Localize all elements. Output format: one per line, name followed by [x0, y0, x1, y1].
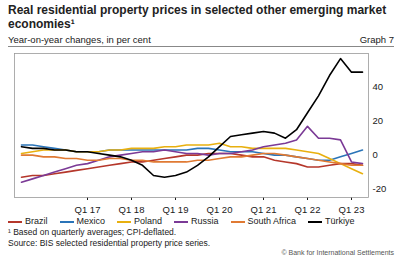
html-text:Source: BIS selected residenti: Source: BIS selected residential propert… [8, 237, 211, 248]
svg-text:Q1 18: Q1 18 [119, 204, 145, 215]
svg-text:Q1 20: Q1 20 [207, 204, 233, 215]
svg-text:20: 20 [373, 115, 384, 126]
html-text:¹ Based on quarterly averages;: ¹ Based on quarterly averages; CPI-defla… [8, 227, 177, 237]
html-text:© Bank for International Settl: © Bank for International Settlements [281, 249, 394, 256]
svg-text:40: 40 [373, 81, 384, 92]
svg-text:Q1 23: Q1 23 [339, 204, 365, 215]
svg-text:Q1 21: Q1 21 [251, 204, 277, 215]
html-text:Mexico: Mexico [76, 216, 105, 226]
html-text:Poland: Poland [134, 216, 163, 226]
svg-text:Q1 19: Q1 19 [163, 204, 189, 215]
svg-text:-20: -20 [373, 183, 387, 194]
html-text:Türkiye: Türkiye [325, 216, 355, 226]
html-text:Russia: Russia [191, 216, 219, 226]
html-text:Real residential property pric: Real residential property prices in sele… [8, 3, 387, 31]
html-text:Brazil: Brazil [25, 216, 48, 226]
svg-text:Q1 22: Q1 22 [295, 204, 321, 215]
svg-text:0: 0 [373, 149, 378, 160]
html-text:South Africa: South Africa [247, 216, 297, 226]
html-text:Graph 7: Graph 7 [359, 34, 394, 45]
svg-text:Q1 17: Q1 17 [75, 204, 101, 215]
html-text:Year-on-year changes, in per c: Year-on-year changes, in per cent [8, 34, 151, 45]
